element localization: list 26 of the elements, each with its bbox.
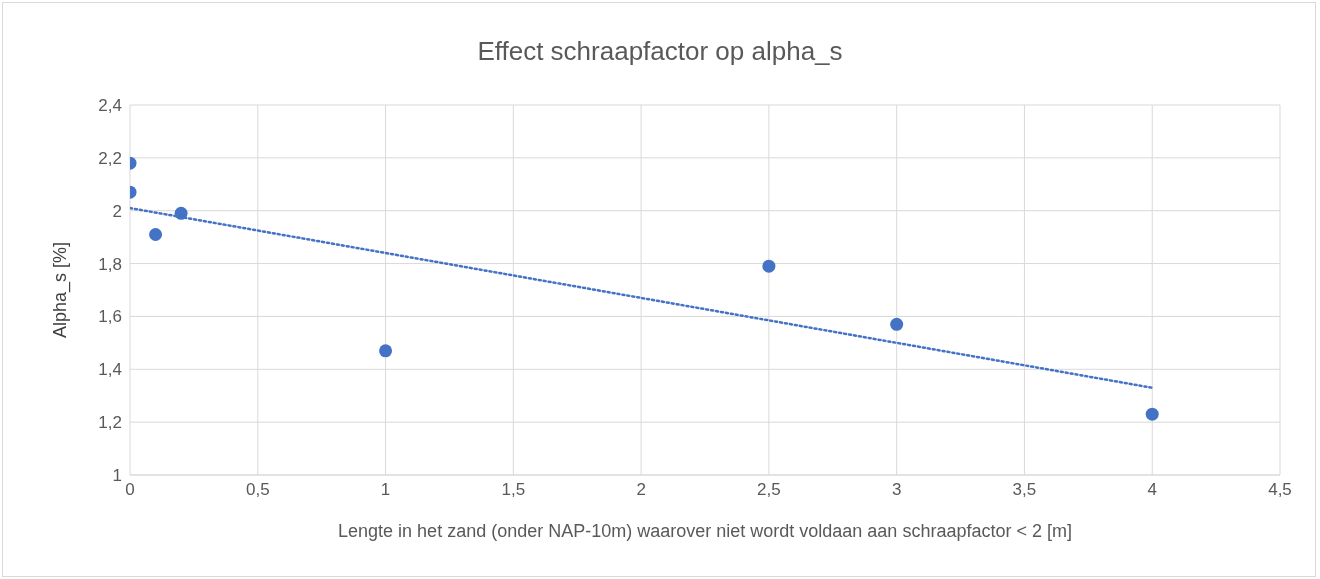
x-tick-label: 3 — [891, 480, 902, 500]
x-tick-label: 4,5 — [1268, 480, 1292, 500]
y-tick-label: 2,2 — [98, 148, 122, 168]
x-axis-title: Lengte in het zand (onder NAP-10m) waarover niet wordt voldaan aan schraapfactor < 2 [m] — [338, 521, 1072, 541]
y-tick-label: 1,6 — [98, 307, 122, 327]
x-tick-label: 2,5 — [757, 480, 781, 500]
point — [1145, 407, 1159, 421]
x-tick-label: 0,5 — [245, 480, 270, 500]
y-tick-label: 2 — [112, 201, 122, 221]
y-axis-title: Alpha_s [%] — [50, 241, 72, 339]
y-tick-label: 1,2 — [98, 413, 122, 433]
point — [149, 228, 163, 241]
y-tick-label: 2,4 — [98, 96, 122, 116]
y-tick-label: 1 — [112, 466, 122, 486]
x-tick-label: 3,5 — [1012, 480, 1037, 500]
point — [890, 317, 904, 331]
x-tick-label: 0 — [125, 480, 135, 500]
x-tick-label: 4 — [1147, 480, 1157, 500]
x-tick-label: 2 — [636, 480, 646, 500]
y-tick-label: 1,4 — [98, 360, 122, 380]
y-tick-label: 1,8 — [98, 254, 122, 274]
x-tick-label: 1,5 — [501, 480, 526, 500]
point — [379, 344, 393, 358]
x-tick-label: 1 — [380, 480, 391, 500]
point — [762, 259, 776, 273]
chart-title: Effect schraapfactor op alpha_s — [476, 36, 844, 67]
